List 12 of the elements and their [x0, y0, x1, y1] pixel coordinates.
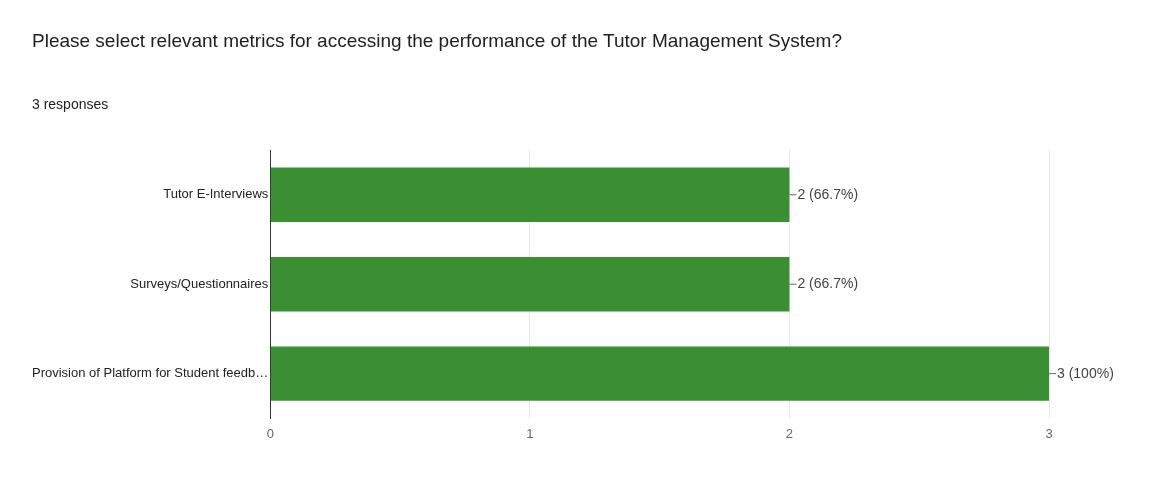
data-label: 2 (66.7%) — [797, 185, 859, 202]
x-tick-label: 1 — [526, 425, 534, 441]
x-tick-label: 3 — [1045, 425, 1053, 441]
data-label: 3 (100%) — [1057, 364, 1114, 381]
y-tick-label: Provision of Platform for Student feedb… — [31, 365, 269, 381]
x-tick-label: 2 — [785, 425, 794, 441]
y-tick-label: Tutor E-Interviews — [163, 186, 269, 202]
text: 3 responses — [32, 96, 109, 112]
y-tick-label: Surveys/Questionnaires — [130, 275, 269, 291]
x-tick-label: 0 — [266, 425, 274, 441]
chart-title: Please select relevant metrics for accessing the performance of the Tutor Management System? — [32, 29, 843, 53]
data-label: 2 (66.7%) — [797, 275, 859, 292]
